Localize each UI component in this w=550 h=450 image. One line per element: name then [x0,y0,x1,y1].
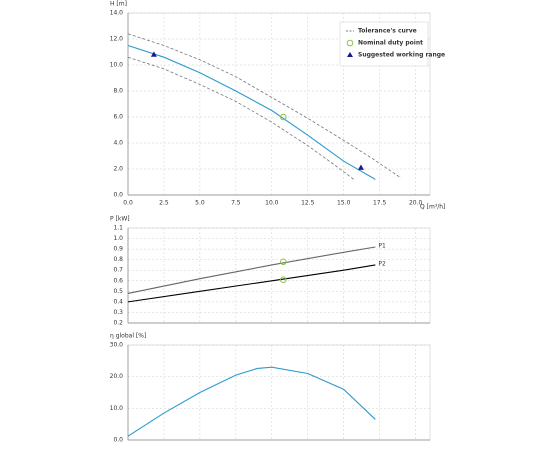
y-tick-label: 1.0 [113,235,123,242]
legend-swatch [347,52,353,57]
y-tick-label: 0.8 [113,256,123,263]
curve [127,366,376,437]
x-tick-label: 12.5 [301,200,315,207]
y-tick-label: 0.3 [113,309,123,316]
y-axis-label: H [m] [110,1,127,8]
curve [127,246,376,294]
y-tick-label: 0.9 [113,246,123,253]
y-tick-label: 0.7 [113,267,123,274]
x-tick-label: 0.0 [123,200,133,207]
y-tick-label: 10.0 [110,62,124,69]
duty-point [280,276,287,284]
x-tick-label: 10.0 [265,200,279,207]
x-tick-label: 17.5 [373,200,387,207]
series-label: P1 [378,243,386,250]
y-tick-label: 0.0 [113,192,123,199]
duty-point [280,113,287,121]
x-tick-label: 2.5 [159,200,169,207]
y-tick-label: 0.0 [113,437,123,444]
y-tick-label: 10.0 [110,405,124,412]
y-tick-label: 12.0 [110,36,124,43]
x-tick-label: 5.0 [195,200,205,207]
y-tick-label: 8.0 [113,88,123,95]
legend-label: Nominal duty point [358,40,423,47]
y-tick-label: 2.0 [113,166,123,173]
legend-label: Tolerance's curve [358,28,417,35]
y-axis-label: P [kW] [110,216,130,223]
y-tick-label: 0.2 [113,320,123,327]
curve [127,33,402,179]
y-tick-label: 6.0 [113,114,123,121]
series-label: P2 [378,260,386,267]
y-tick-label: 20.0 [110,373,124,380]
duty-point [280,258,287,266]
curve [127,56,355,180]
y-tick-label: 0.4 [113,298,123,305]
x-tick-label: 7.5 [231,200,241,207]
y-tick-label: 4.0 [113,140,123,147]
y-tick-label: 14.0 [110,10,124,17]
curve [127,44,376,180]
legend-box [339,21,429,67]
legend-label: Suggested working range [358,52,445,59]
x-tick-label: 15.0 [337,200,351,207]
y-tick-label: 1.1 [113,225,123,232]
y-axis-label: η global [%] [110,333,146,340]
plot-area [127,344,431,441]
working-range-point [150,51,157,57]
y-tick-label: 0.5 [113,288,123,295]
y-tick-label: 30.0 [110,342,124,349]
x-tick-label: 20.0 [409,200,423,207]
x-axis-label: Q [m³/h] [420,204,445,211]
legend-swatch [346,39,354,47]
y-tick-label: 0.6 [113,277,123,284]
curve [127,264,376,303]
working-range-point [357,164,364,170]
